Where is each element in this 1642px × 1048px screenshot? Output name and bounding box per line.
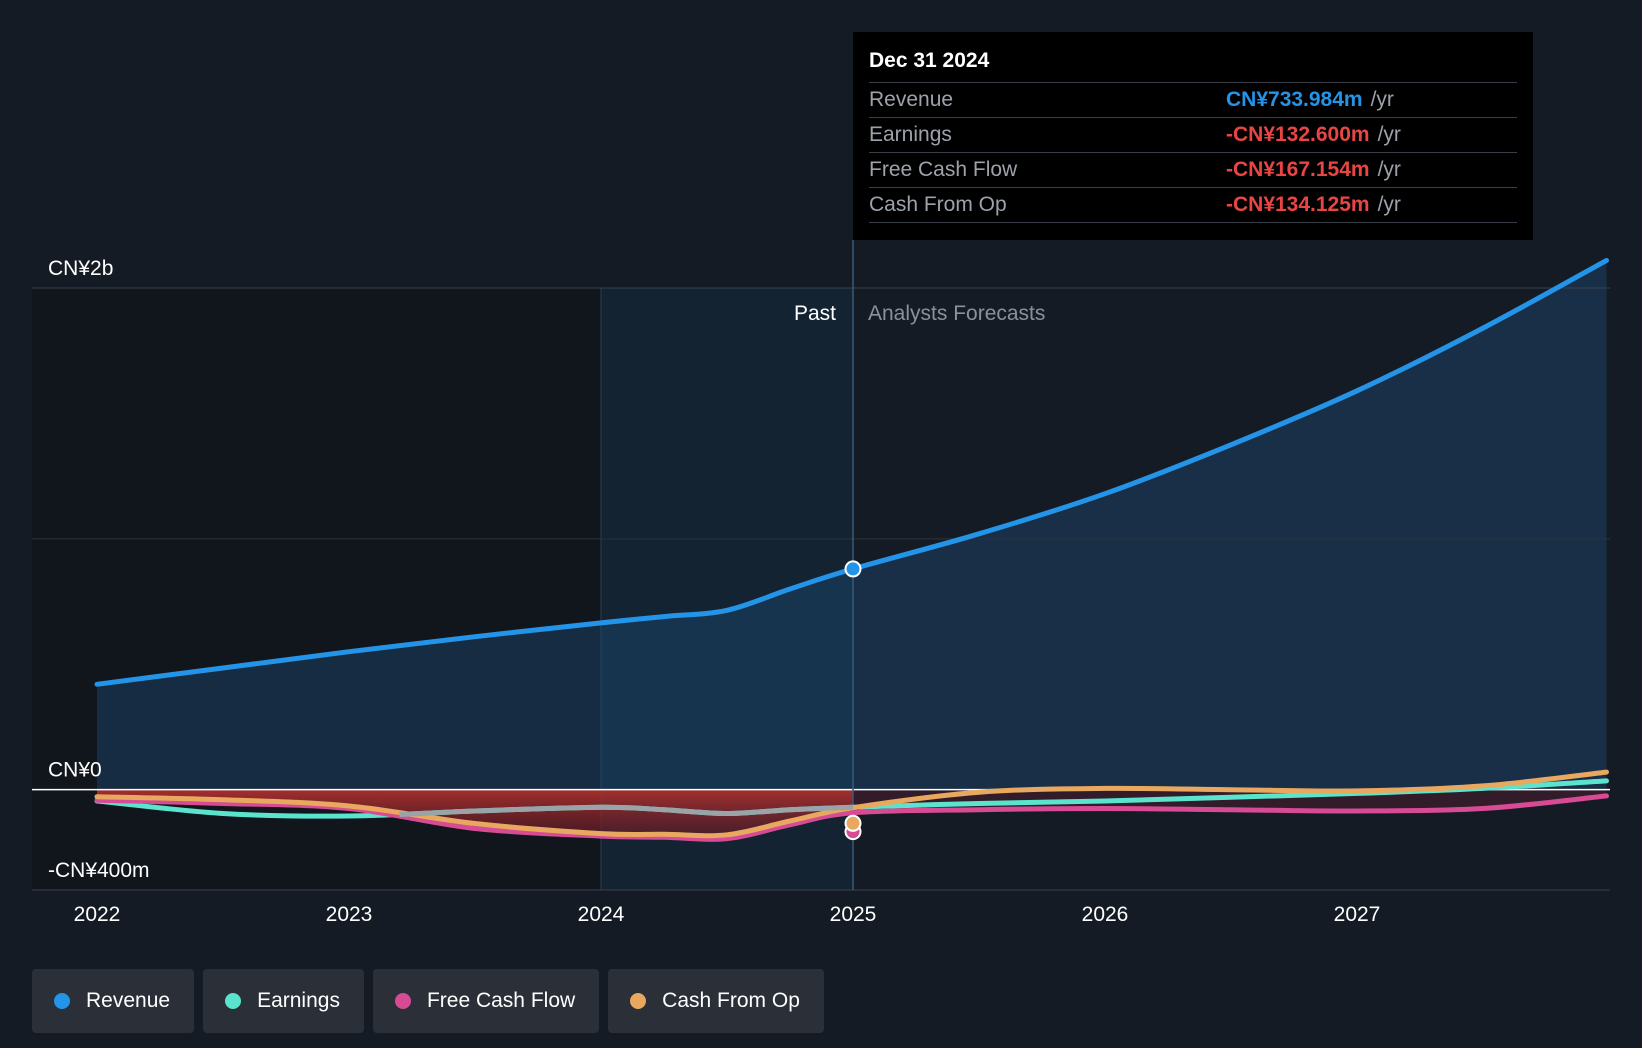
tooltip-row-revenue: Revenue CN¥733.984m /yr <box>869 83 1517 118</box>
y-tick-label: CN¥0 <box>48 759 102 782</box>
tooltip-unit: /yr <box>1370 88 1394 111</box>
data-tooltip: Dec 31 2024 Revenue CN¥733.984m /yr Earn… <box>853 32 1533 240</box>
y-tick-label: -CN¥400m <box>48 859 150 882</box>
legend-dot-icon <box>394 993 411 1009</box>
cash-from-op-line <box>94 769 1609 839</box>
tooltip-row-earnings: Earnings -CN¥132.600m /yr <box>869 118 1517 153</box>
x-tick-label: 2027 <box>1334 903 1381 926</box>
free-cash-flow-line <box>94 793 1609 842</box>
y-tick-label: CN¥2b <box>48 257 113 280</box>
revenue-line <box>94 257 1609 687</box>
revenue-marker <box>844 560 862 578</box>
legend-item-cash-from-op[interactable]: Cash From Op <box>608 969 824 1033</box>
tooltip-row-cash-from-op: Cash From Op -CN¥134.125m /yr <box>869 188 1517 223</box>
legend-label: Revenue <box>86 989 171 1012</box>
tooltip-value: -CN¥132.600m <box>1226 123 1370 146</box>
legend-dot-icon <box>225 993 242 1009</box>
tooltip-label: Cash From Op <box>869 193 1007 216</box>
tooltip-value: -CN¥167.154m <box>1226 158 1370 181</box>
legend-label: Cash From Op <box>662 989 800 1012</box>
tooltip-value: CN¥733.984m <box>1226 88 1363 111</box>
tooltip-unit: /yr <box>1377 158 1401 181</box>
past-label: Past <box>794 302 836 325</box>
legend-item-earnings[interactable]: Earnings <box>203 969 364 1033</box>
legend-dot-icon <box>54 993 70 1009</box>
chart-legend: Revenue Earnings Free Cash Flow Cash Fro… <box>32 969 824 1033</box>
legend-dot-icon <box>630 993 647 1009</box>
tooltip-label: Revenue <box>869 88 954 111</box>
cash-from-op-marker <box>844 814 862 832</box>
x-tick-label: 2026 <box>1082 903 1129 926</box>
tooltip-row-free-cash-flow: Free Cash Flow -CN¥167.154m /yr <box>869 153 1517 188</box>
legend-label: Earnings <box>257 989 340 1012</box>
tooltip-unit: /yr <box>1377 123 1401 146</box>
x-tick-label: 2023 <box>326 903 373 926</box>
tooltip-unit: /yr <box>1377 193 1401 216</box>
tooltip-date: Dec 31 2024 <box>869 46 1517 83</box>
legend-label: Free Cash Flow <box>426 989 576 1012</box>
x-tick-label: 2025 <box>830 903 877 926</box>
tooltip-label: Free Cash Flow <box>869 158 1018 181</box>
earnings-line-past-overlay <box>399 804 853 817</box>
legend-item-revenue[interactable]: Revenue <box>32 969 195 1033</box>
revenue-area <box>97 260 1607 790</box>
forecast-label: Analysts Forecasts <box>868 302 1045 325</box>
x-tick-label: 2022 <box>74 903 121 926</box>
tooltip-label: Earnings <box>869 123 952 146</box>
legend-item-free-cash-flow[interactable]: Free Cash Flow <box>372 969 600 1033</box>
x-tick-label: 2024 <box>578 903 625 926</box>
tooltip-value: -CN¥134.125m <box>1226 193 1370 216</box>
